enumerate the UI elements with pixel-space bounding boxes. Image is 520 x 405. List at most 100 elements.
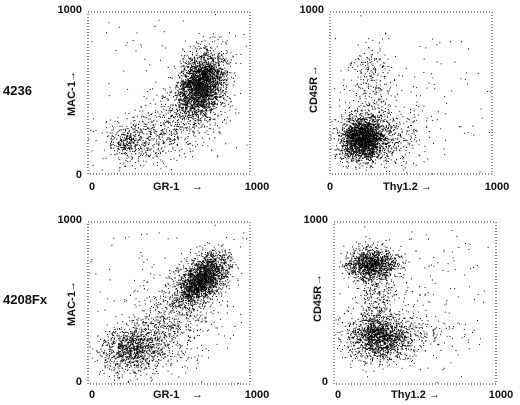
scatter-point xyxy=(141,120,143,122)
scatter-point xyxy=(184,81,186,83)
scatter-point xyxy=(201,82,203,84)
scatter-point xyxy=(203,67,205,69)
scatter-point xyxy=(374,140,375,142)
scatter-point xyxy=(182,113,184,114)
scatter-point xyxy=(197,67,199,69)
scatter-point xyxy=(227,63,229,65)
scatter-point xyxy=(211,70,213,72)
scatter-point xyxy=(212,95,214,97)
scatter-point xyxy=(164,120,166,122)
scatter-point xyxy=(129,160,131,162)
scatter-point xyxy=(153,129,155,131)
scatter-point xyxy=(211,92,213,94)
scatter-point xyxy=(351,149,353,151)
scatter-point xyxy=(179,117,181,119)
scatter-point xyxy=(195,112,197,114)
scatter-point xyxy=(185,70,187,72)
scatter-point xyxy=(211,86,213,87)
scatter-point xyxy=(193,134,194,136)
scatter-point xyxy=(141,144,142,146)
scatter-point xyxy=(188,143,190,145)
scatter-point xyxy=(214,80,216,82)
scatter-point xyxy=(184,66,186,68)
scatter-point xyxy=(377,143,379,145)
scatter-point xyxy=(353,148,354,150)
scatter-point xyxy=(364,154,366,156)
scatter-point xyxy=(353,152,355,154)
scatter-point xyxy=(185,142,187,144)
scatter-point xyxy=(194,123,195,125)
scatter-point xyxy=(203,70,204,72)
scatter-point xyxy=(131,138,133,139)
scatter-point xyxy=(361,148,363,150)
scatter-point xyxy=(342,140,344,142)
scatter-point xyxy=(190,77,192,79)
scatter-point xyxy=(215,92,217,94)
scatter-point xyxy=(197,95,199,97)
scatter-point xyxy=(221,79,223,81)
scatter-point xyxy=(156,156,158,158)
scatter-point xyxy=(343,158,344,159)
scatter-point xyxy=(128,145,130,147)
scatter-point xyxy=(206,83,208,84)
scatter-point xyxy=(142,128,144,130)
scatter-point xyxy=(367,150,369,152)
scatter-point xyxy=(226,84,228,86)
scatter-point xyxy=(108,95,110,97)
scatter-point xyxy=(155,109,157,111)
scatter-point xyxy=(207,79,209,81)
scatter-point xyxy=(195,92,197,94)
scatter-point xyxy=(115,145,117,147)
scatter-point xyxy=(214,64,216,66)
scatter-point xyxy=(385,126,387,128)
scatter-point xyxy=(372,161,374,163)
scatter-point xyxy=(188,113,190,115)
scatter-point xyxy=(223,93,225,95)
scatter-point xyxy=(204,69,206,71)
scatter-point xyxy=(148,122,150,123)
scatter-point xyxy=(191,66,193,68)
scatter-point xyxy=(223,82,225,83)
scatter-point xyxy=(136,130,138,131)
scatter-point xyxy=(166,121,168,122)
scatter-point xyxy=(227,83,229,85)
scatter-point xyxy=(140,148,142,150)
scatter-point xyxy=(349,137,351,139)
scatter-point xyxy=(372,108,373,110)
scatter-point xyxy=(204,99,206,101)
scatter-point xyxy=(170,104,172,106)
scatter-point xyxy=(198,119,199,121)
scatter-point xyxy=(145,123,147,125)
scatter-point xyxy=(172,129,174,131)
scatter-point xyxy=(201,99,203,101)
scatter-point xyxy=(344,144,346,146)
scatter-point xyxy=(170,159,172,161)
scatter-point xyxy=(150,121,152,123)
scatter-point xyxy=(114,144,116,146)
scatter-point xyxy=(143,145,145,147)
scatter-point xyxy=(128,147,130,149)
scatter-point xyxy=(157,148,159,150)
scatter-point xyxy=(191,59,193,61)
scatter-point xyxy=(347,140,349,142)
scatter-point xyxy=(211,68,213,70)
scatter-point xyxy=(120,144,122,146)
scatter-point xyxy=(177,110,179,112)
scatter-point xyxy=(212,69,214,71)
scatter-point xyxy=(183,111,185,113)
scatter-point xyxy=(211,98,213,100)
scatter-point xyxy=(203,100,204,102)
scatter-point xyxy=(386,127,388,129)
scatter-point xyxy=(215,95,217,97)
scatter-point xyxy=(209,106,211,108)
scatter-point xyxy=(188,77,190,79)
scatter-point xyxy=(143,153,144,155)
scatter-point xyxy=(189,106,191,108)
scatter-point xyxy=(192,126,194,128)
scatter-point xyxy=(203,76,205,78)
scatter-point xyxy=(180,80,182,82)
scatter-point xyxy=(120,142,122,144)
scatter-point xyxy=(222,75,224,77)
scatter-point xyxy=(140,154,142,156)
arrow-right-icon: → xyxy=(66,71,78,82)
